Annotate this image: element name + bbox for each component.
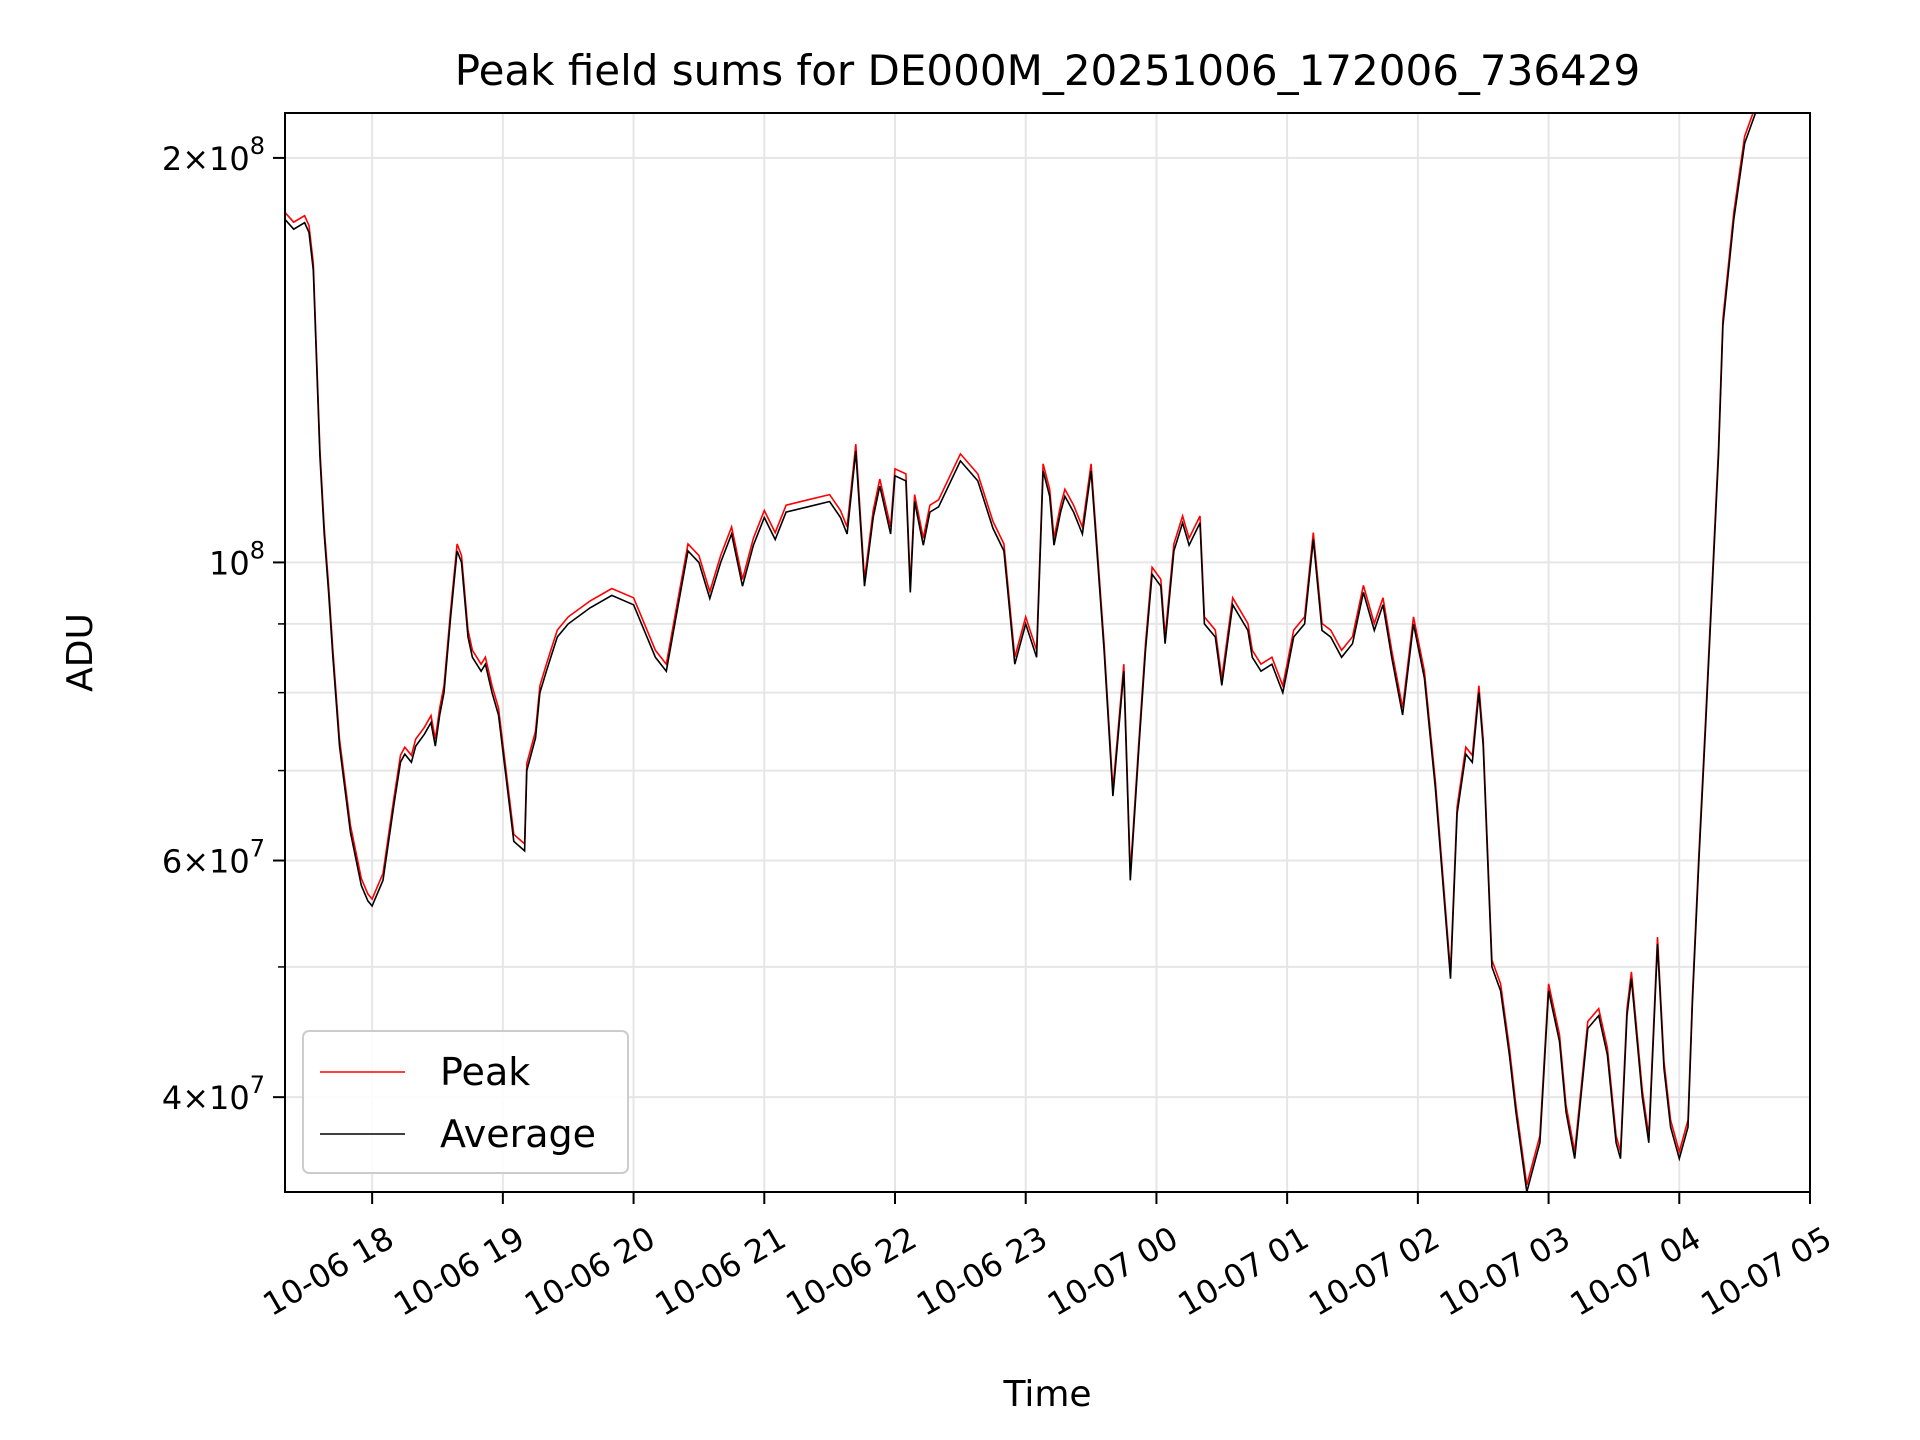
grid-lines	[285, 113, 1811, 1192]
x-axis-label: Time	[1002, 1374, 1091, 1415]
legend-box	[302, 1030, 629, 1174]
y-tick-label: 108	[209, 536, 265, 582]
y-tick-label: 2×108	[162, 132, 265, 178]
y-axis-label: ADU	[60, 613, 101, 692]
series-line-average	[285, 113, 1757, 1192]
legend-label-average: Average	[440, 1112, 596, 1156]
legend-label-peak: Peak	[440, 1050, 530, 1094]
series-layer	[285, 113, 1757, 1192]
legend: Peak Average	[302, 1030, 629, 1174]
y-tick-label: 6×107	[162, 835, 265, 881]
chart-title: Peak field sums for DE000M_20251006_1720…	[455, 46, 1641, 95]
y-tick-label: 4×107	[162, 1071, 265, 1117]
plot-area-frame	[284, 112, 1811, 1193]
y-axis: 4×107 6×107 108 2×108	[162, 132, 285, 1117]
